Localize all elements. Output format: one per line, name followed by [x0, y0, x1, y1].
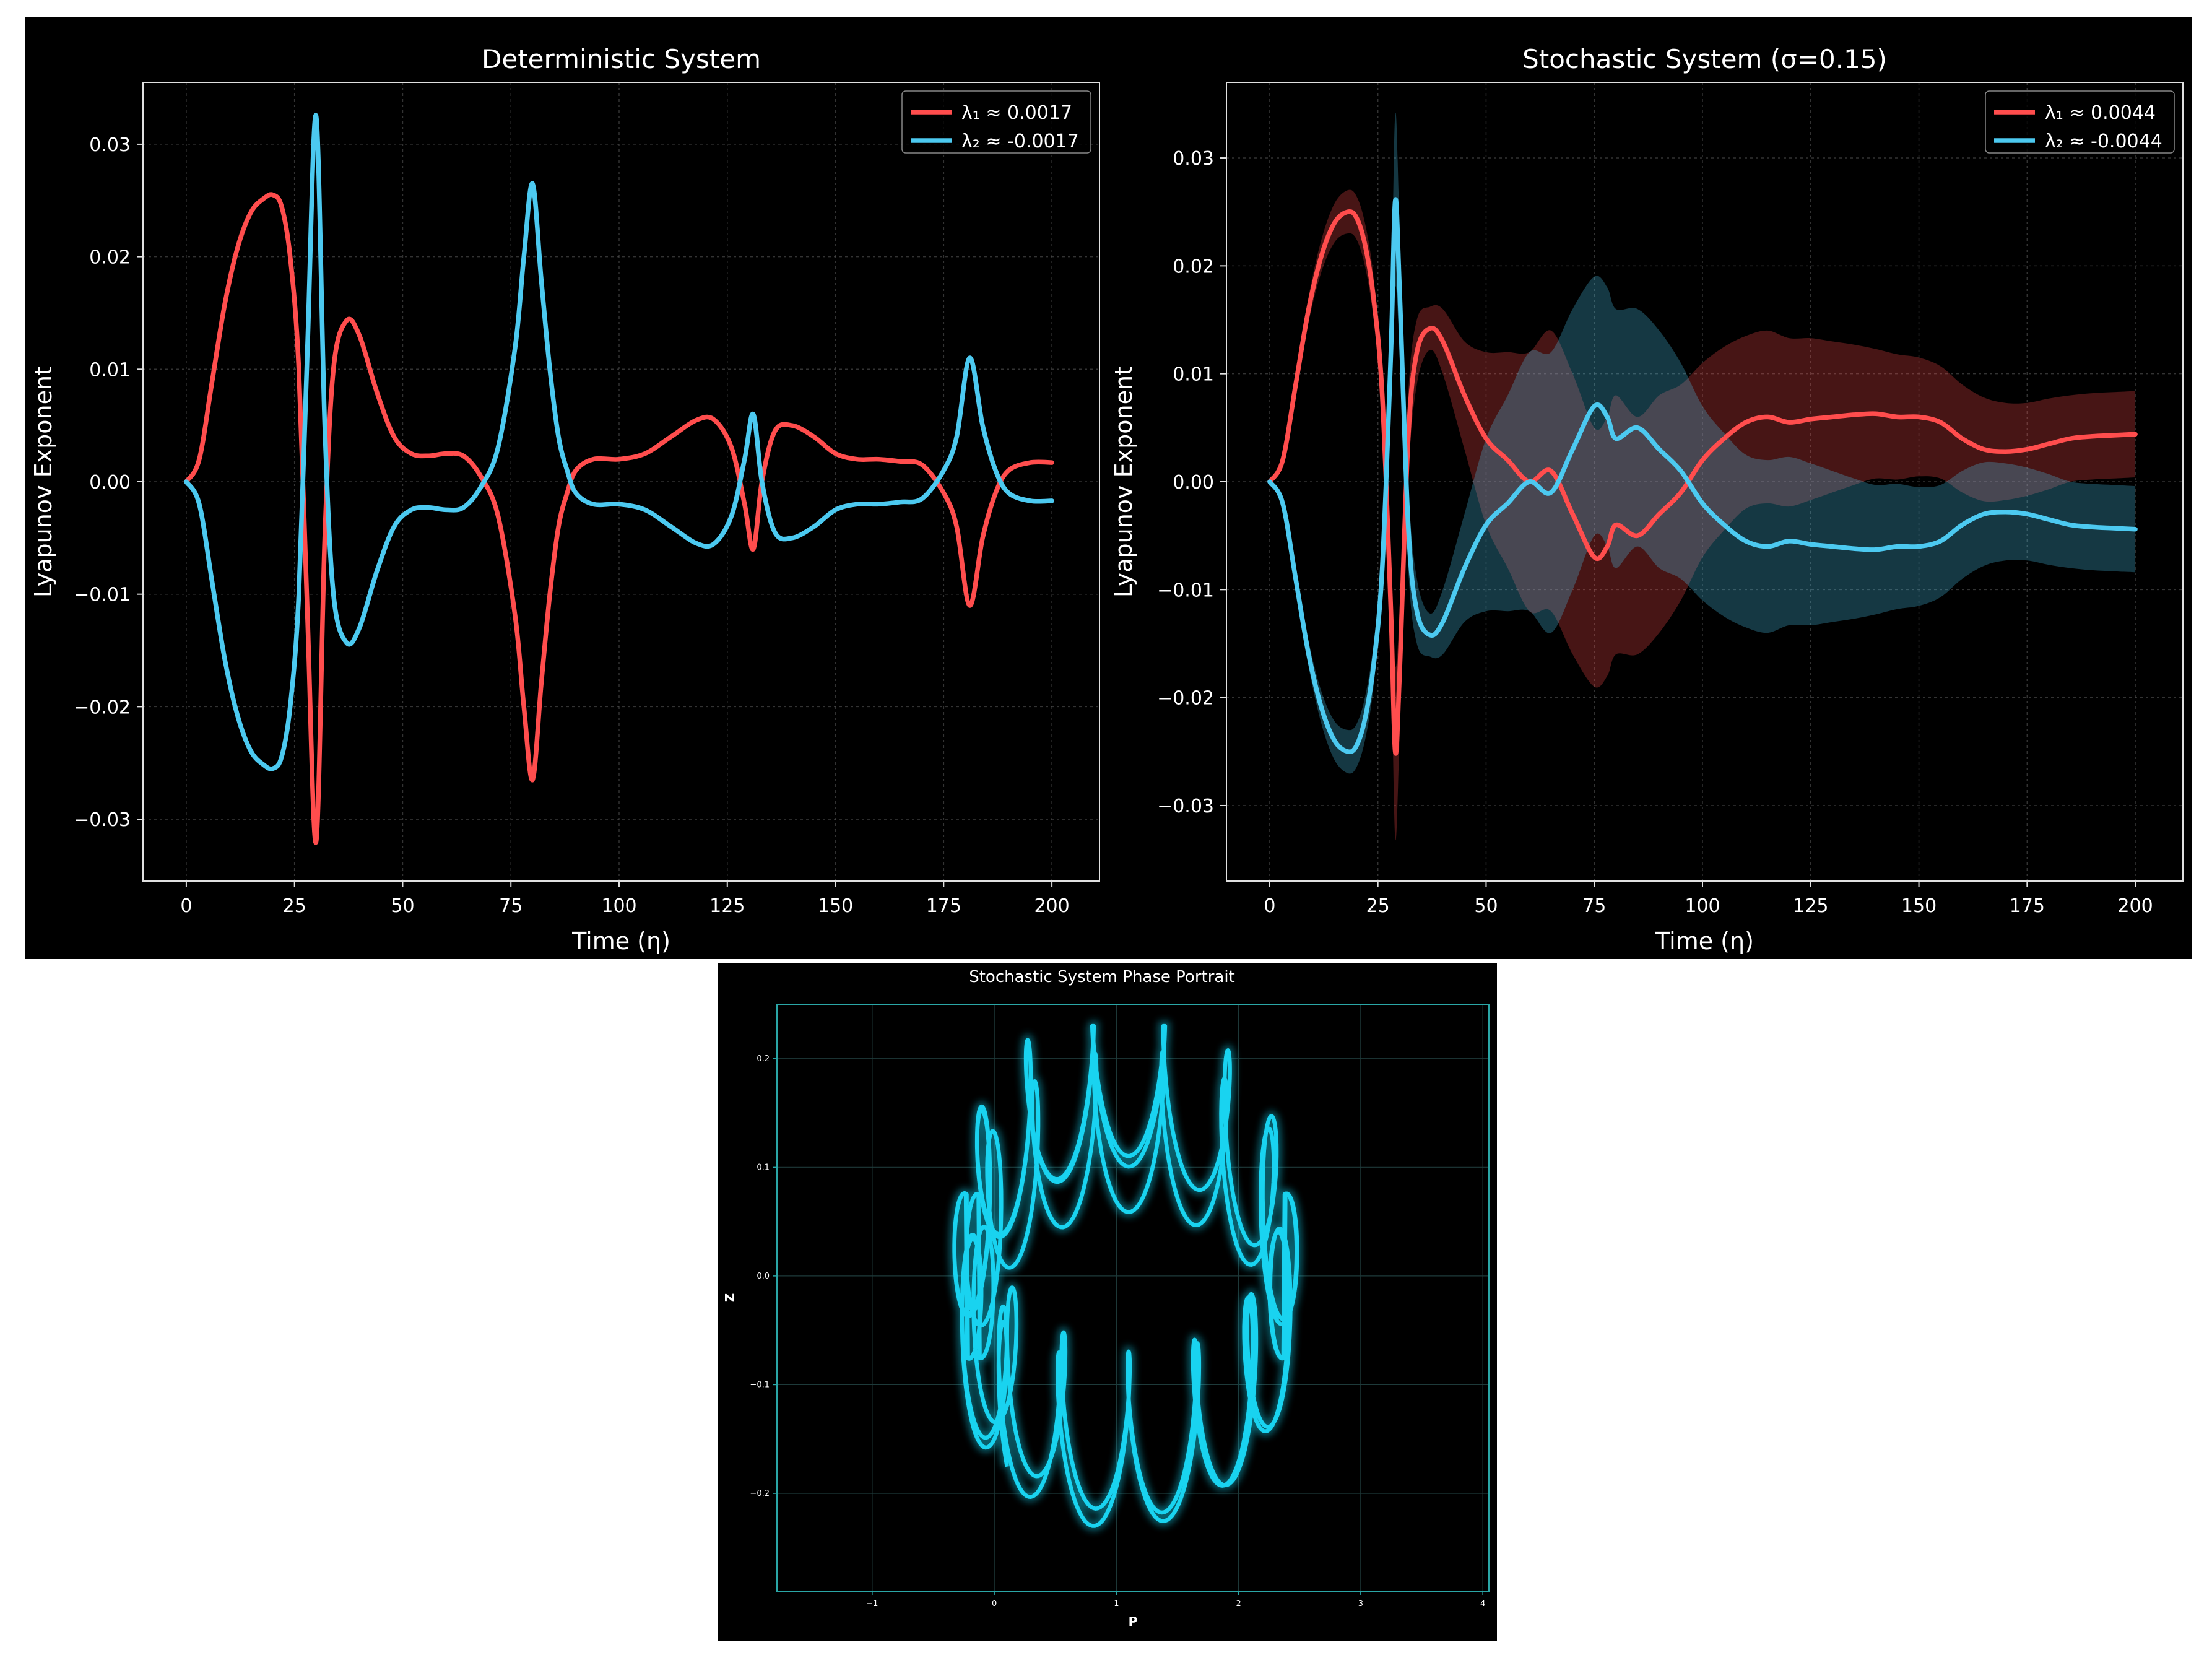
chart-title: Deterministic System [482, 44, 761, 74]
x-tick-label: 50 [391, 895, 414, 917]
x-tick-label: 125 [709, 895, 745, 917]
y-tick-label: 0.0 [757, 1272, 770, 1281]
y-tick-label: 0.02 [1173, 256, 1214, 277]
axes-frame [142, 82, 1100, 882]
series-line-1 [184, 192, 1054, 845]
phase-portrait-chart: −1 0 1 2 3 4 −0.2 −0.1 0.0 0.1 0.2 Stochastic Syste… [722, 968, 1490, 1629]
y-axis-label: Lyapunov Exponent [30, 366, 57, 597]
x-axis-label: Time (η) [1655, 927, 1754, 955]
y-tick-label: 0.2 [757, 1054, 770, 1064]
x-tick-label: 175 [2010, 895, 2045, 917]
x-tick-label: 200 [2117, 895, 2153, 917]
y-tick-label: −0.02 [74, 697, 131, 718]
y-axis-label: Lyapunov Exponent [1110, 366, 1137, 597]
y-tick-label: 0.00 [89, 472, 131, 493]
y-tick-label: −0.01 [74, 584, 131, 606]
confidence-band-2 [1269, 112, 2136, 774]
stochastic-chart: 0 25 50 75 100 125 150 175 200 −0.03 −0.02 −0.01 0.0… [1110, 44, 2184, 955]
y-tick-label: 0.1 [757, 1163, 770, 1172]
axes-frame [776, 1004, 1490, 1592]
y-tick-label: 0.00 [1173, 472, 1214, 493]
y-axis-label: Z [722, 1293, 737, 1303]
chart-title: Stochastic System Phase Portrait [969, 968, 1235, 986]
y-tick-label: −0.01 [1157, 580, 1214, 601]
top-figure-panel: 0 25 50 75 100 125 150 175 200 −0.03 −0.02 −0.01 0.0… [25, 17, 2192, 959]
legend-frame [1985, 90, 2175, 154]
y-tick-label: −0.03 [74, 809, 131, 831]
x-tick-label: 0 [992, 1599, 997, 1609]
deterministic-chart: 0 25 50 75 100 125 150 175 200 −0.03 −0.02 −0.01 0.0… [30, 44, 1100, 955]
legend-label-1: λ₁ ≈ 0.0017 [961, 102, 1072, 124]
confidence-band-1 [1269, 189, 2136, 841]
y-tick-label: −0.02 [1157, 688, 1214, 710]
x-tick-label: 125 [1793, 895, 1828, 917]
series-line-1 [1267, 209, 2138, 756]
x-tick-label: −1 [866, 1599, 878, 1609]
y-tick-label: −0.03 [1157, 796, 1214, 817]
x-tick-label: 0 [1264, 895, 1275, 917]
y-tick-label: 0.03 [89, 134, 131, 156]
x-tick-label: 25 [283, 895, 306, 917]
x-tick-label: 200 [1034, 895, 1069, 917]
x-tick-label: 50 [1474, 895, 1498, 917]
x-tick-label: 1 [1114, 1599, 1119, 1609]
x-tick-label: 175 [926, 895, 961, 917]
x-tick-label: 2 [1236, 1599, 1241, 1609]
y-tick-label: 0.01 [1173, 364, 1214, 386]
legend-label-2: λ₂ ≈ -0.0017 [961, 131, 1079, 152]
trajectory-line [952, 1023, 1299, 1528]
y-tick-label: −0.1 [750, 1380, 770, 1389]
x-axis-label: P [1129, 1614, 1138, 1629]
legend-frame [901, 90, 1091, 154]
legend-label-2: λ₂ ≈ -0.0044 [2045, 131, 2162, 152]
x-tick-label: 150 [818, 895, 853, 917]
x-tick-label: 75 [499, 895, 523, 917]
grid [1226, 82, 2183, 881]
legend: λ₁ ≈ 0.0017 λ₂ ≈ -0.0017 [901, 90, 1091, 154]
x-tick-label: 100 [601, 895, 636, 917]
x-tick-label: 0 [180, 895, 192, 917]
y-tick-label: −0.2 [750, 1489, 770, 1498]
y-tick-label: 0.01 [89, 359, 131, 381]
y-tick-label: 0.02 [89, 247, 131, 269]
grid [143, 82, 1099, 881]
series-line-2 [184, 113, 1054, 771]
x-tick-label: 100 [1685, 895, 1720, 917]
y-tick-label: 0.03 [1173, 148, 1214, 170]
x-tick-label: 25 [1366, 895, 1390, 917]
chart-title: Stochastic System (σ=0.15) [1522, 44, 1887, 74]
x-tick-label: 3 [1358, 1599, 1363, 1609]
bottom-figure-panel: −1 0 1 2 3 4 −0.2 −0.1 0.0 0.1 0.2 Stochastic Syste… [718, 963, 1497, 1641]
legend: λ₁ ≈ 0.0044 λ₂ ≈ -0.0044 [1985, 90, 2175, 154]
grid [777, 1004, 1489, 1591]
x-tick-label: 4 [1480, 1599, 1485, 1609]
legend-label-1: λ₁ ≈ 0.0044 [2045, 102, 2156, 124]
series-line-2 [1267, 197, 2138, 755]
x-tick-label: 75 [1582, 895, 1606, 917]
x-tick-label: 150 [1901, 895, 1937, 917]
x-axis-label: Time (η) [571, 927, 670, 955]
